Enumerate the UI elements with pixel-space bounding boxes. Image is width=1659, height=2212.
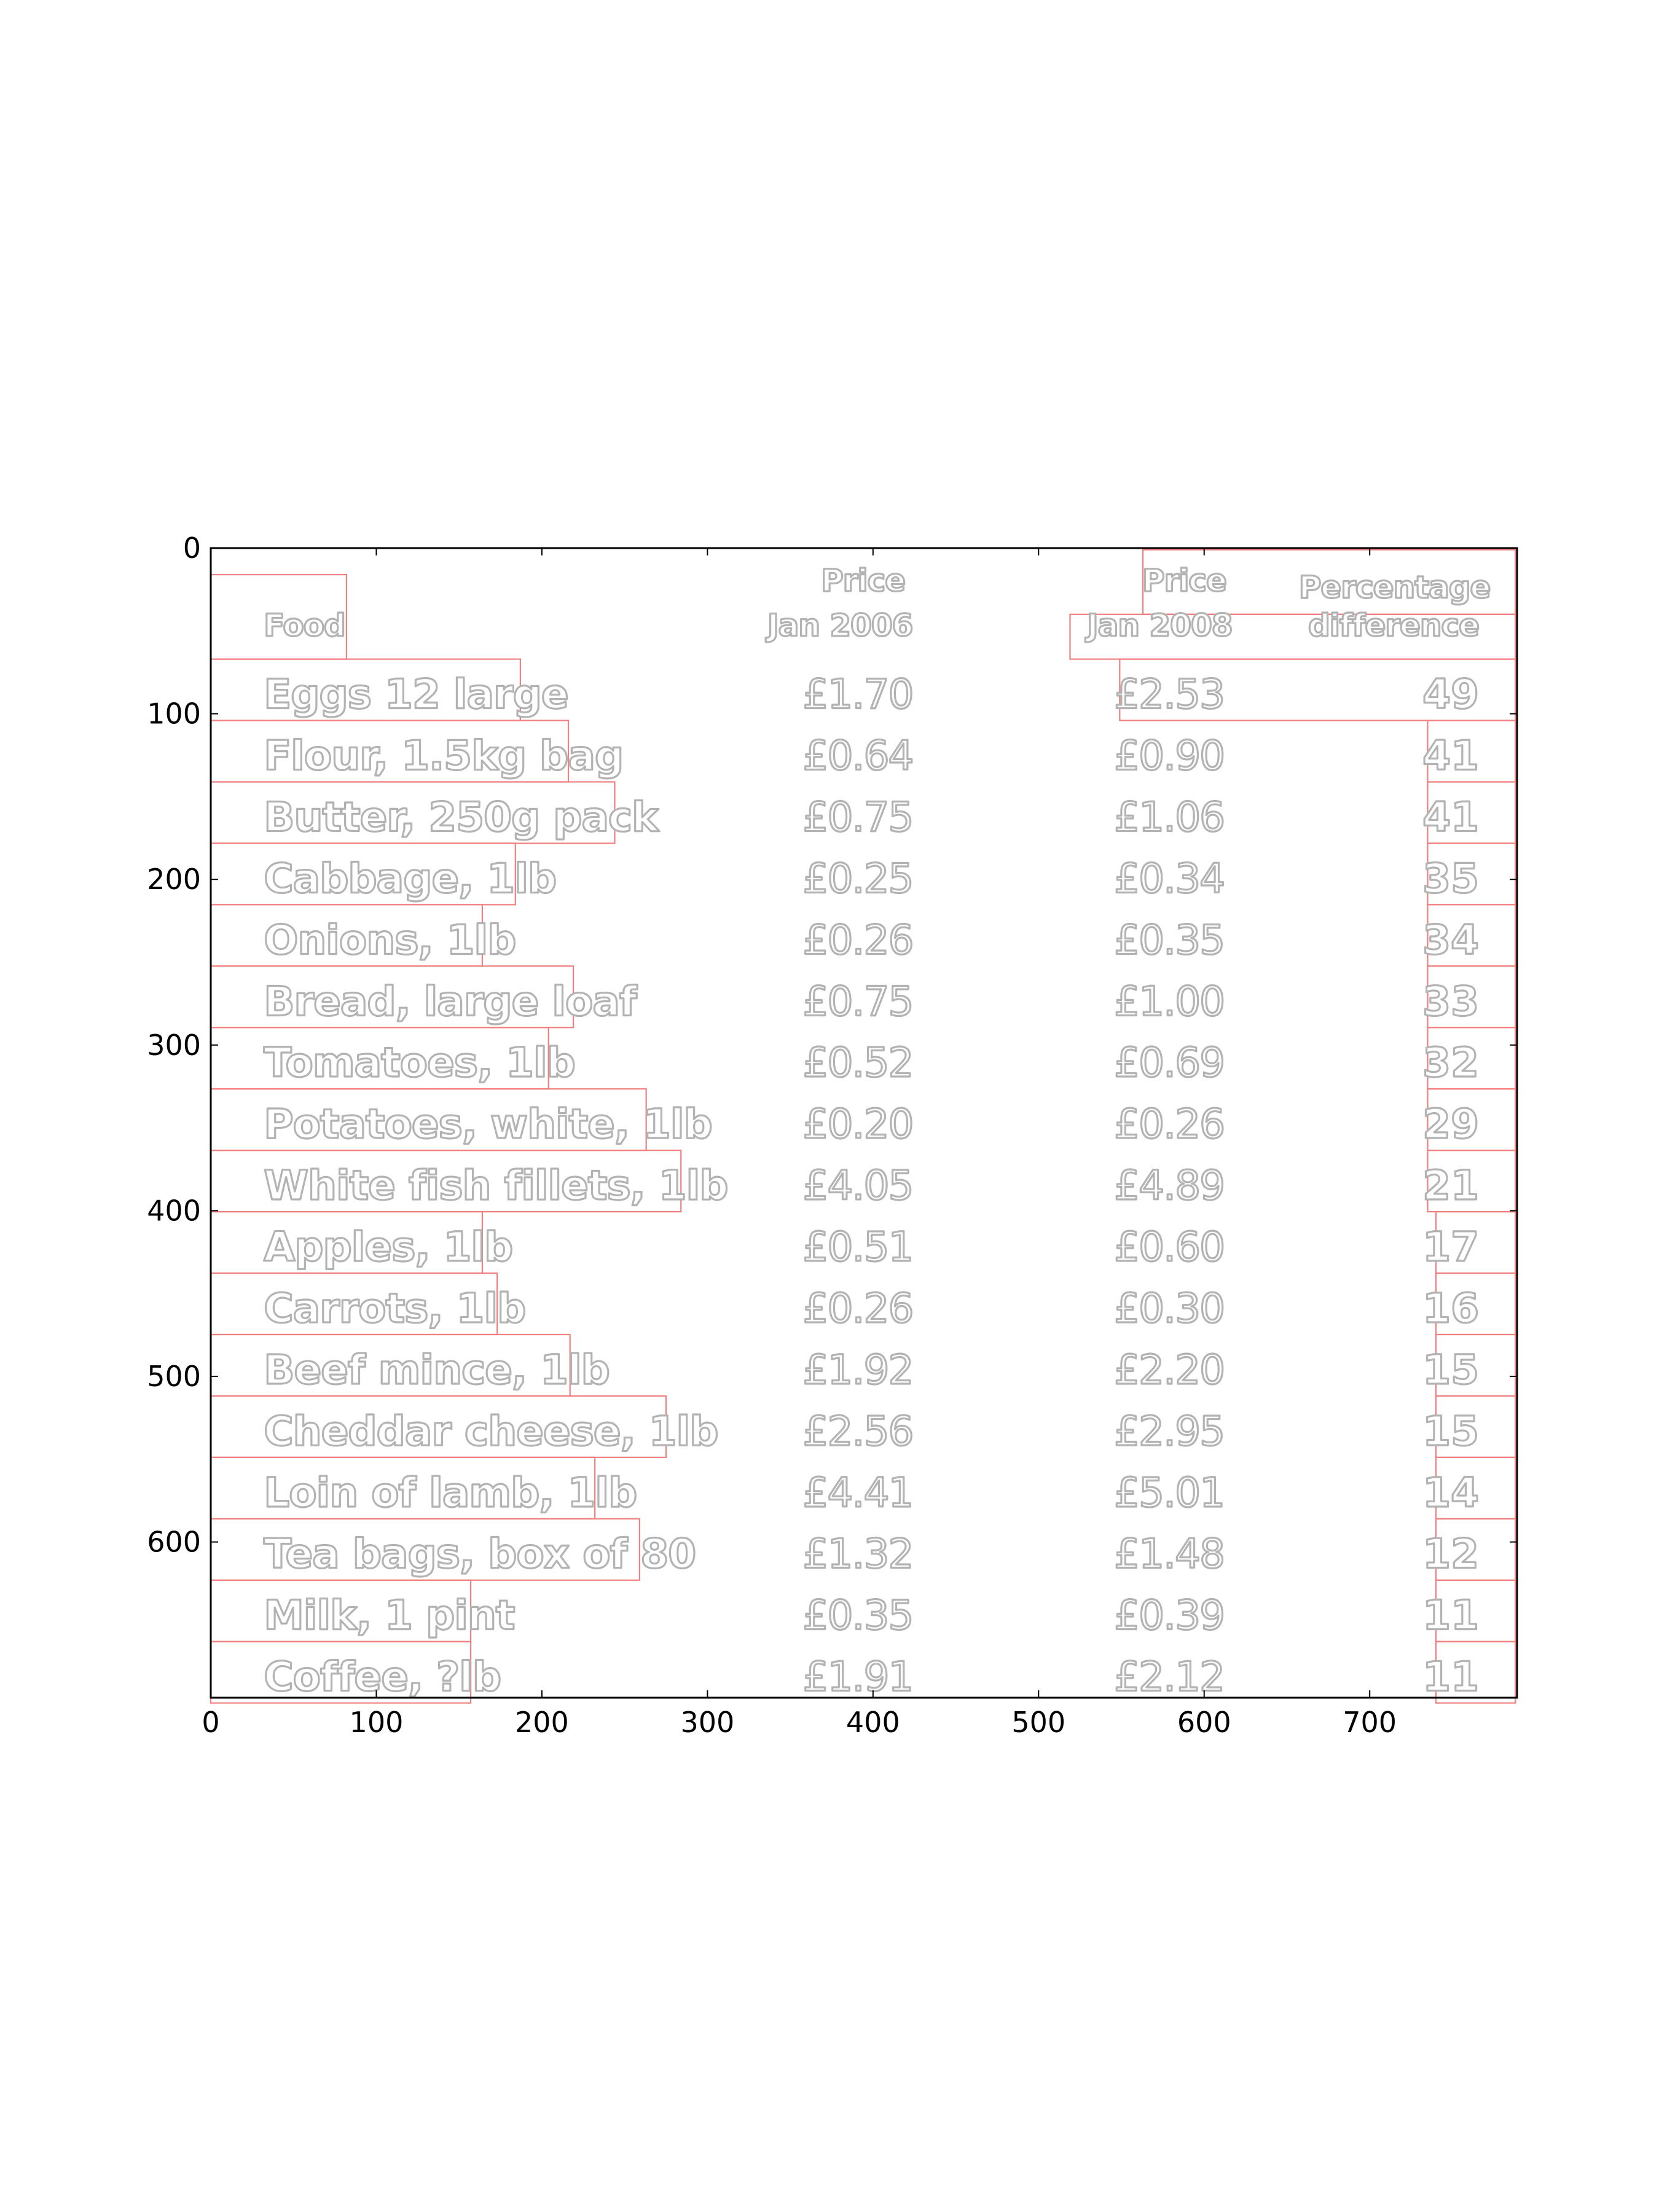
price-2006: £0.64	[803, 732, 913, 780]
food-name: Eggs 12 large	[264, 671, 568, 718]
x-tick-label: 400	[846, 1706, 900, 1739]
food-name: Milk, 1 pint	[264, 1592, 515, 1639]
percentage-difference: 14	[1422, 1469, 1479, 1516]
price-2008: £4.89	[1114, 1162, 1224, 1209]
percentage-difference: 33	[1422, 978, 1479, 1025]
percentage-difference: 11	[1422, 1653, 1479, 1701]
header-price-2006-line1: Price	[821, 563, 905, 598]
price-2006: £0.51	[803, 1223, 913, 1271]
price-2008: £0.30	[1114, 1285, 1224, 1332]
food-name: Tea bags, box of 80	[264, 1531, 696, 1578]
price-2008: £0.60	[1114, 1223, 1224, 1271]
price-2006: £4.41	[803, 1469, 913, 1516]
y-tick-label: 500	[147, 1360, 201, 1393]
percentage-difference: 15	[1422, 1408, 1479, 1455]
price-2006: £0.25	[803, 855, 913, 902]
price-2006: £4.05	[803, 1162, 913, 1209]
table-text: Food Price Jan 2006 Price Jan 2008 Percentage…	[263, 562, 1492, 1701]
price-2008: £2.53	[1114, 671, 1224, 718]
percentage-difference: 21	[1422, 1162, 1479, 1209]
price-2008: £1.48	[1114, 1531, 1224, 1578]
axes-frame	[210, 547, 1518, 1699]
y-tick-label: 200	[147, 863, 201, 896]
axes: 0 100 200 300 400 500 600 700 0 100 200 300 400 500 60…	[147, 531, 1518, 1739]
price-2008: £2.20	[1114, 1346, 1224, 1394]
price-2008: £0.34	[1114, 855, 1224, 902]
price-2008: £0.26	[1114, 1100, 1224, 1148]
price-2006: £0.26	[803, 1285, 913, 1332]
price-2008: £2.12	[1114, 1653, 1224, 1701]
price-2008: £2.95	[1114, 1408, 1224, 1455]
percentage-difference: 32	[1422, 1039, 1479, 1086]
percentage-difference: 11	[1422, 1592, 1479, 1639]
header-food: Food	[264, 608, 345, 643]
percentage-difference: 34	[1422, 916, 1479, 963]
x-tick-label: 0	[202, 1706, 219, 1739]
header-price-2006-line2: Jan 2006	[766, 608, 913, 643]
price-2006: £1.70	[803, 671, 913, 718]
price-2006: £0.52	[803, 1039, 913, 1086]
food-name: Cheddar cheese, 1lb	[264, 1408, 718, 1455]
price-2008: £0.35	[1114, 916, 1224, 963]
x-tick-label: 100	[350, 1706, 404, 1739]
y-tick-label: 300	[147, 1029, 201, 1062]
price-2008: £0.39	[1114, 1592, 1224, 1639]
percentage-difference: 41	[1422, 732, 1479, 780]
food-name: Butter, 250g pack	[264, 793, 660, 841]
food-name: Bread, large loaf	[264, 978, 638, 1025]
box-difference-cell	[1435, 1641, 1516, 1704]
price-2008: £0.90	[1114, 732, 1224, 780]
price-2006: £1.91	[803, 1653, 913, 1701]
food-name: Tomatoes, 1lb	[264, 1039, 575, 1086]
price-2008: £1.06	[1114, 793, 1224, 841]
y-tick-label: 100	[147, 697, 201, 731]
percentage-difference: 49	[1422, 671, 1479, 718]
price-2008: £0.69	[1114, 1039, 1224, 1086]
percentage-difference: 17	[1422, 1223, 1479, 1271]
price-2006: £0.20	[803, 1100, 913, 1148]
x-tick-label: 700	[1343, 1706, 1397, 1739]
percentage-difference: 29	[1422, 1100, 1479, 1148]
price-2006: £1.92	[803, 1346, 913, 1394]
percentage-difference: 15	[1422, 1346, 1479, 1394]
food-name: Coffee, ?lb	[264, 1653, 501, 1701]
price-2008: £1.00	[1114, 978, 1224, 1025]
price-2006: £2.56	[803, 1408, 913, 1455]
percentage-difference: 35	[1422, 855, 1479, 902]
food-name: White fish fillets, 1lb	[264, 1162, 728, 1209]
food-name: Apples, 1lb	[264, 1223, 512, 1271]
header-difference-line2: difference	[1308, 608, 1479, 643]
y-tick-label: 400	[147, 1194, 201, 1227]
food-name: Carrots, 1lb	[264, 1285, 525, 1332]
price-2006: £0.75	[803, 978, 913, 1025]
food-name: Onions, 1lb	[264, 916, 516, 963]
header-difference-line1: Percentage	[1299, 570, 1491, 605]
food-name: Loin of lamb, 1lb	[264, 1469, 637, 1516]
price-2006: £1.32	[803, 1531, 913, 1578]
food-name: Potatoes, white, 1lb	[264, 1100, 712, 1148]
food-name: Beef mince, 1lb	[264, 1346, 610, 1394]
box-difference-cell	[1119, 658, 1516, 721]
x-tick-label: 600	[1177, 1706, 1231, 1739]
header-price-2008-line2: Jan 2008	[1085, 608, 1233, 643]
y-tick-label: 0	[183, 531, 201, 565]
x-tick-label: 200	[515, 1706, 569, 1739]
price-2008: £5.01	[1114, 1469, 1224, 1516]
percentage-difference: 16	[1422, 1285, 1479, 1332]
header-price-2008-line1: Price	[1142, 563, 1226, 598]
y-tick-label: 600	[147, 1526, 201, 1559]
x-tick-label: 300	[680, 1706, 734, 1739]
x-tick-label: 500	[1011, 1706, 1065, 1739]
price-2006: £0.26	[803, 916, 913, 963]
price-2006: £0.75	[803, 793, 913, 841]
food-name: Flour, 1.5kg bag	[264, 732, 623, 780]
percentage-difference: 41	[1422, 793, 1479, 841]
percentage-difference: 12	[1422, 1531, 1479, 1578]
food-name: Cabbage, 1lb	[264, 855, 556, 902]
price-2006: £0.35	[803, 1592, 913, 1639]
